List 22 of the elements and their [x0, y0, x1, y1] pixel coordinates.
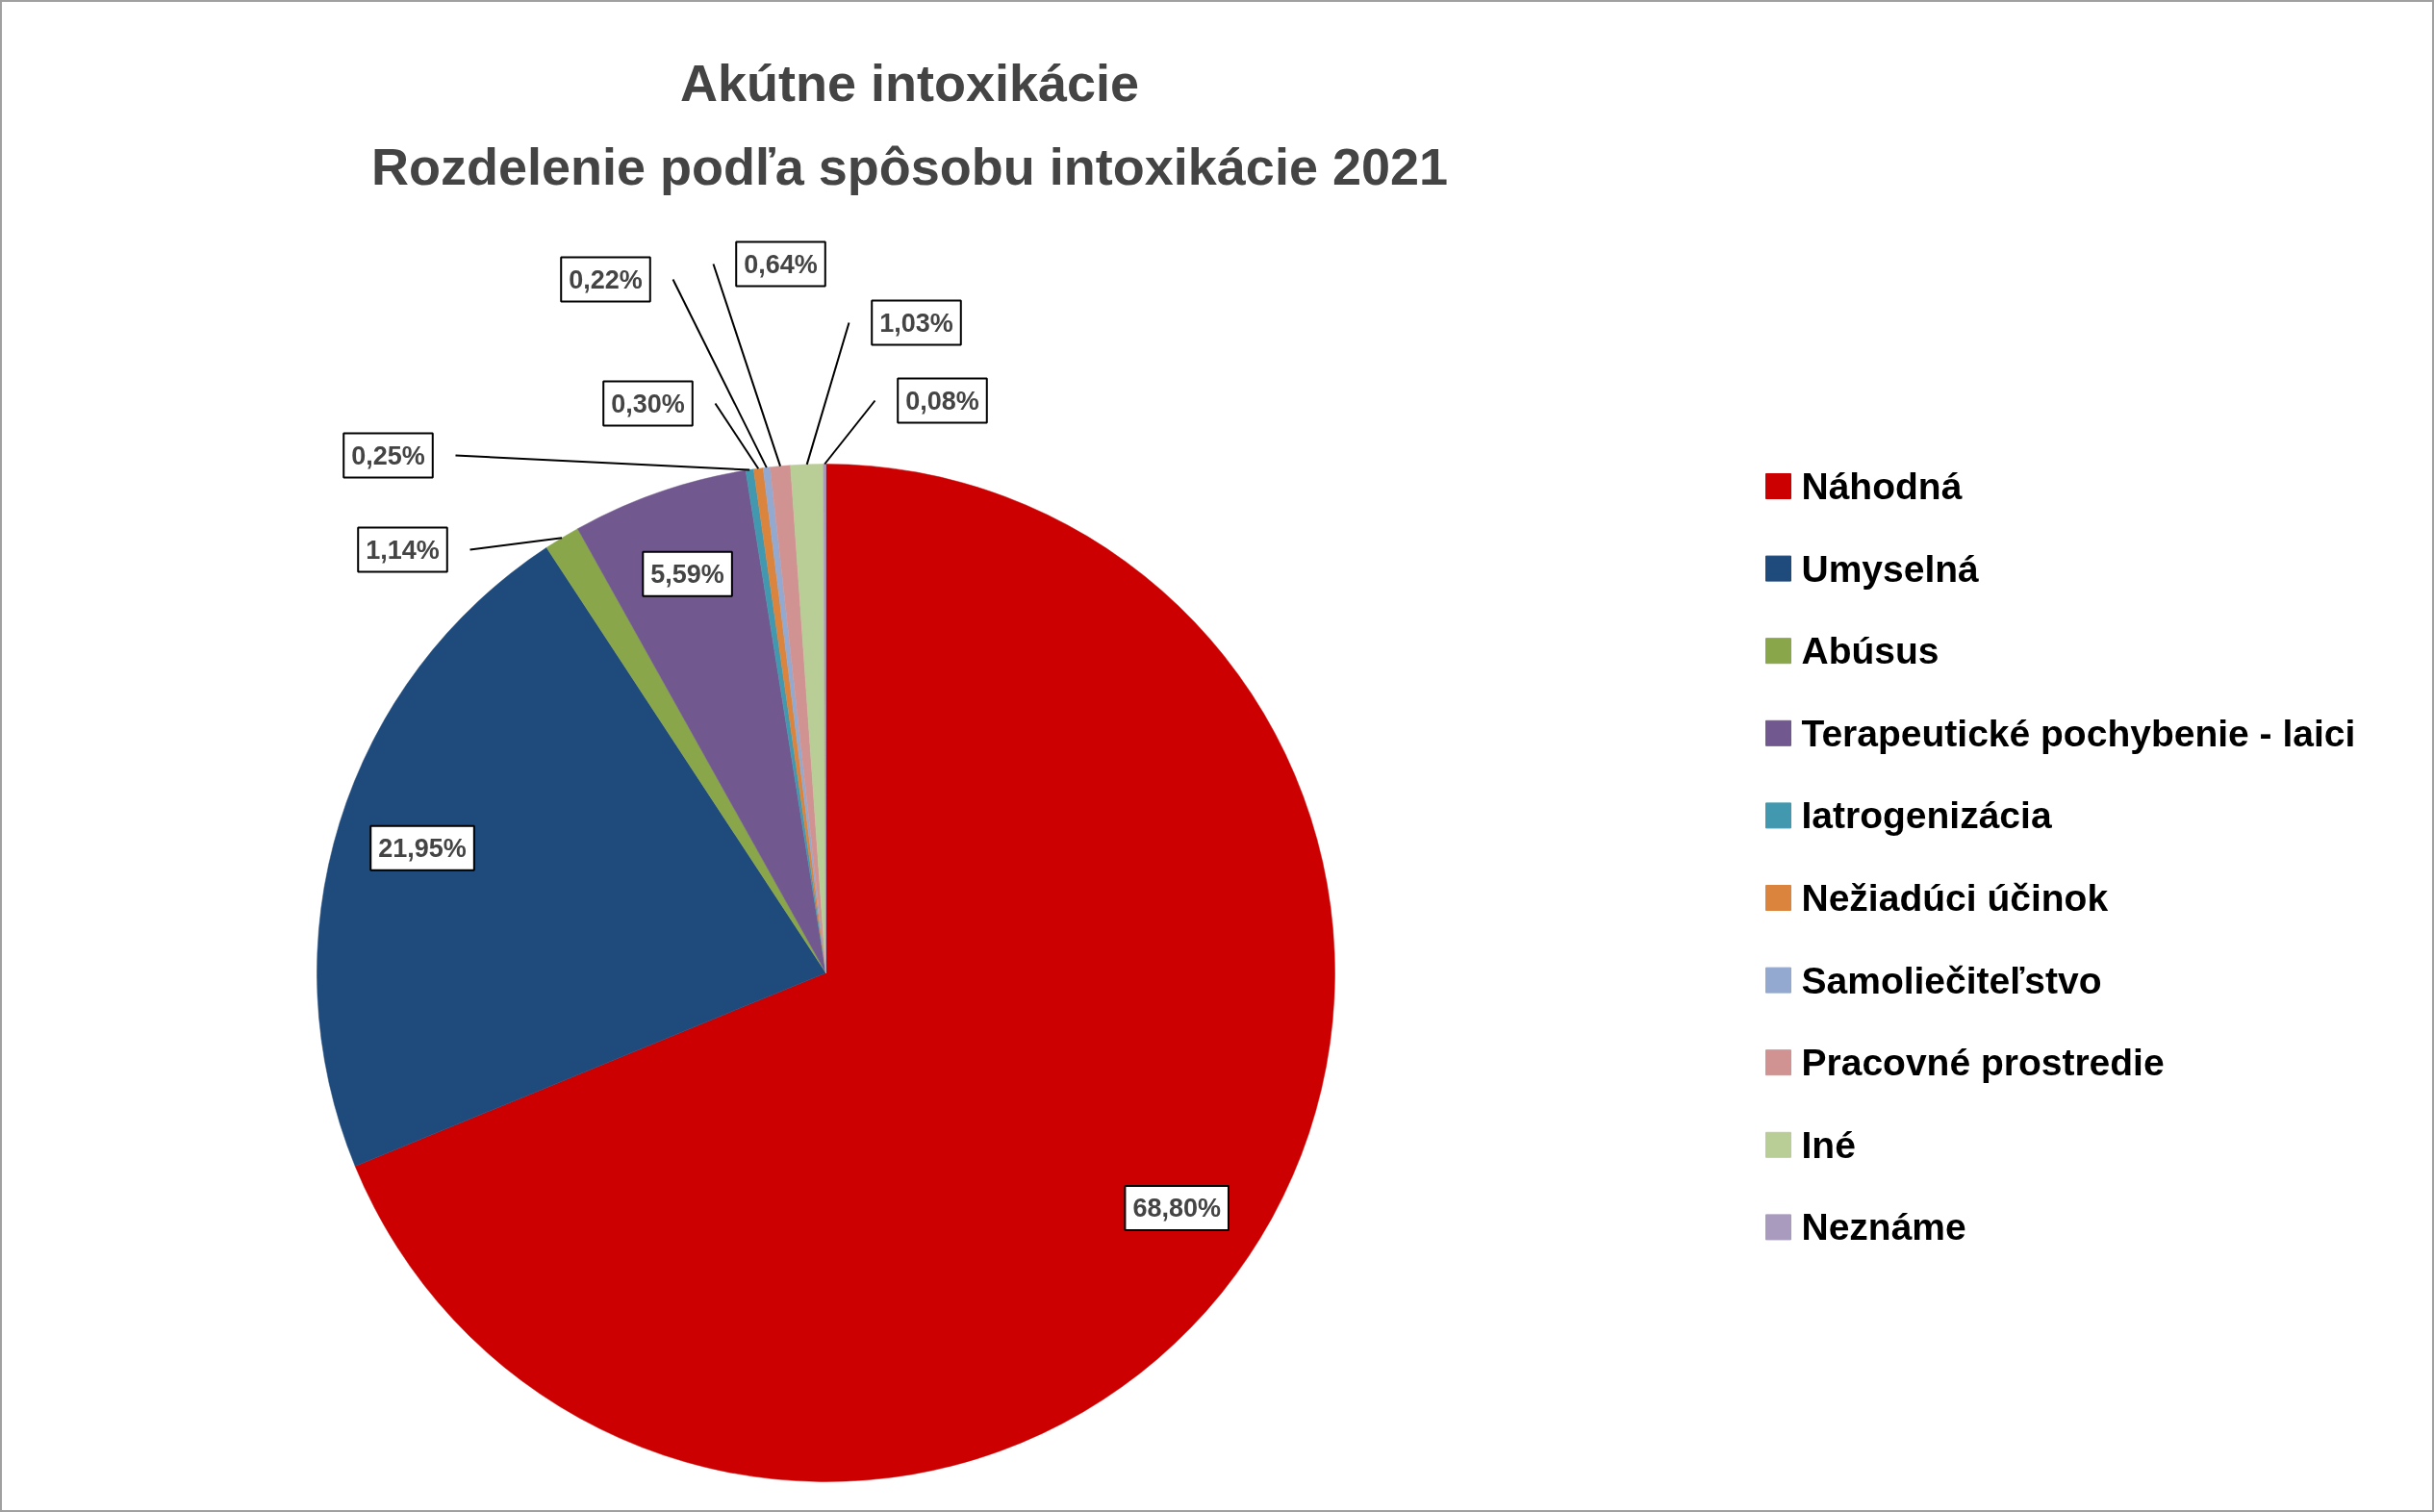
legend-label: Neznáme: [1801, 1206, 1966, 1248]
data-label: 21,95%: [378, 833, 467, 863]
legend-label: Abúsus: [1801, 630, 1940, 672]
legend-label: Nežiadúci účinok: [1801, 877, 2109, 919]
chart-title: Akútne intoxikácie: [679, 53, 1140, 112]
legend-label: Samoliečiteľstvo: [1801, 959, 2102, 1001]
data-label: 1,03%: [879, 308, 953, 338]
data-label: 0,08%: [905, 386, 979, 416]
legend-label: Náhodná: [1801, 466, 1963, 507]
legend-label: Umyselná: [1801, 547, 1980, 590]
data-label: 0,64%: [744, 249, 818, 279]
data-label: 68,80%: [1132, 1194, 1221, 1223]
data-label: 5,59%: [650, 559, 724, 589]
data-label: 0,25%: [351, 441, 425, 470]
data-label: 0,22%: [569, 265, 643, 294]
legend-label: Terapeutické pochybenie - laici: [1801, 712, 2356, 754]
legend-label: Pracovné prostredie: [1801, 1042, 2165, 1084]
data-label: 1,14%: [366, 535, 440, 565]
legend-label: Iné: [1801, 1123, 1856, 1166]
chart-subtitle: Rozdelenie podľa spôsobu intoxikácie 2021: [370, 137, 1449, 195]
data-label: 0,30%: [611, 389, 685, 418]
legend-label: Iatrogenizácia: [1801, 794, 2052, 837]
